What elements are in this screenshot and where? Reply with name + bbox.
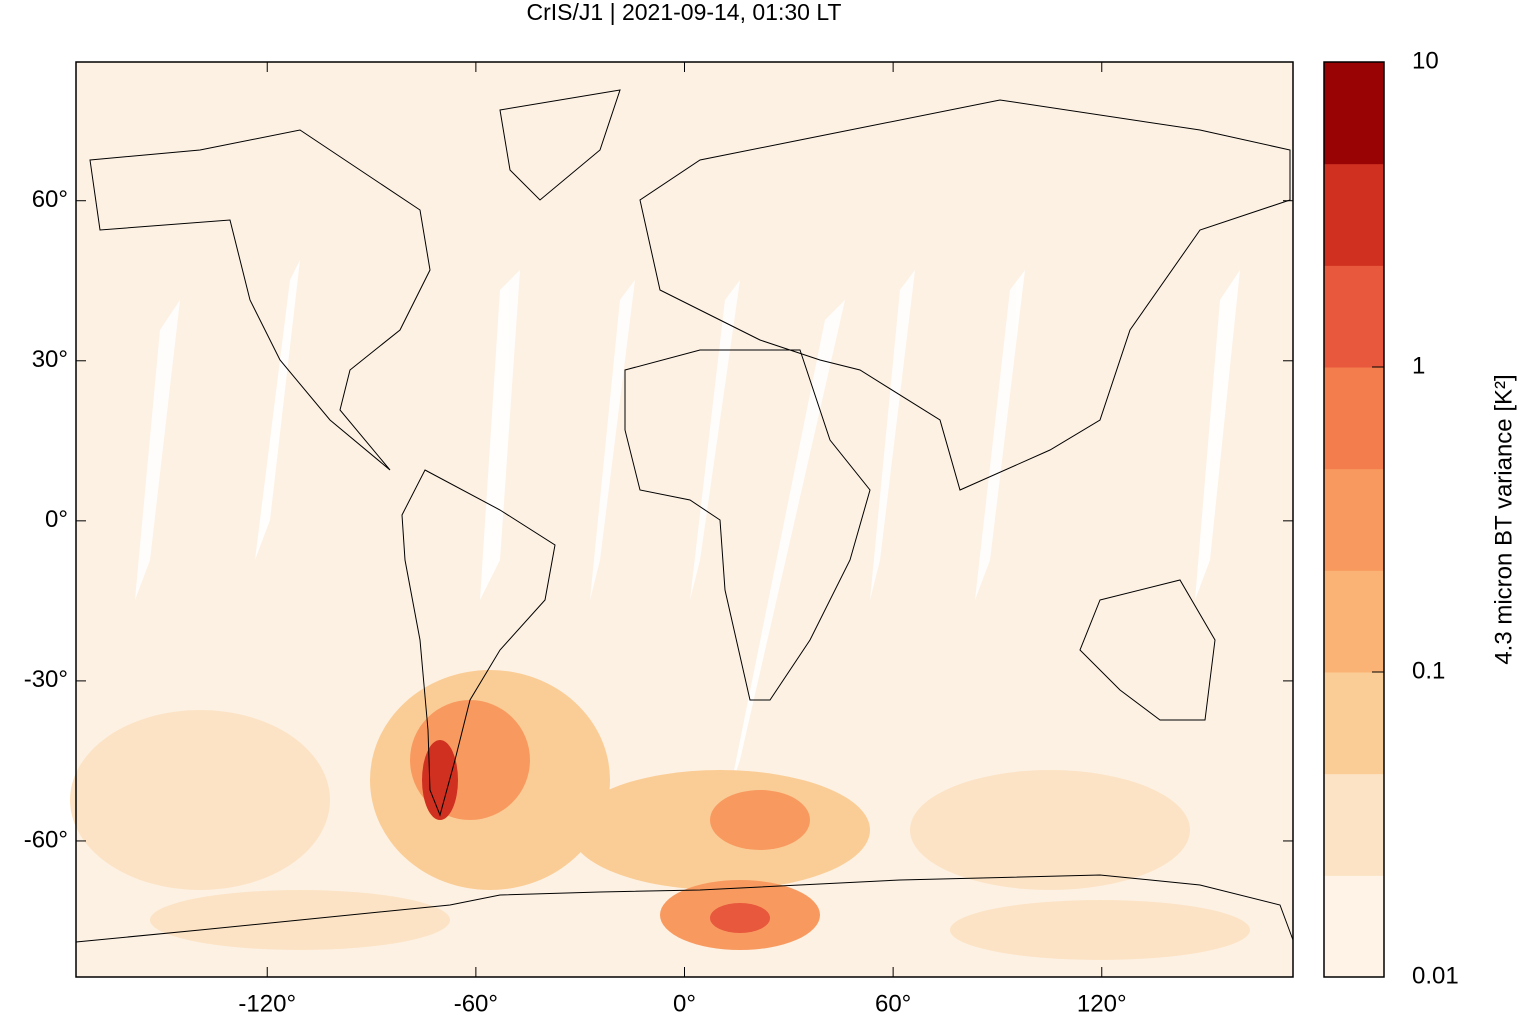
colorbar-tick-label: 0.1 (1412, 657, 1445, 684)
y-tick-label: 60° (32, 186, 68, 213)
colorbar-band (1324, 672, 1384, 775)
colorbar-tick-label: 10 (1412, 47, 1439, 74)
y-tick-label: -60° (24, 826, 68, 853)
y-tick-label: 0° (45, 506, 68, 533)
y-tick-label: -30° (24, 666, 68, 693)
colorbar-band (1324, 62, 1384, 165)
colorbar-band (1324, 773, 1384, 876)
x-tick-label: -120° (238, 990, 296, 1017)
colorbar-label: 4.3 micron BT variance [K²] (1490, 374, 1517, 664)
y-tick-label: 30° (32, 346, 68, 373)
x-tick-label: 0° (673, 990, 696, 1017)
colorbar-tick-label: 0.01 (1412, 962, 1459, 989)
colorbar-tick-label: 1 (1412, 352, 1425, 379)
x-tick-label: -60° (454, 990, 498, 1017)
colorbar-band (1324, 163, 1384, 266)
chart-title: CrIS/J1 | 2021-09-14, 01:30 LT (527, 0, 842, 25)
x-tick-label: 120° (1077, 990, 1127, 1017)
colorbar-band (1324, 265, 1384, 368)
x-tick-label: 60° (875, 990, 911, 1017)
map-field (70, 62, 1294, 977)
colorbar-band (1324, 875, 1384, 978)
colorbar-frame (1323, 61, 1385, 978)
colorbar-band (1324, 468, 1384, 571)
colorbar-band (1324, 570, 1384, 673)
colorbar-band (1324, 367, 1384, 470)
